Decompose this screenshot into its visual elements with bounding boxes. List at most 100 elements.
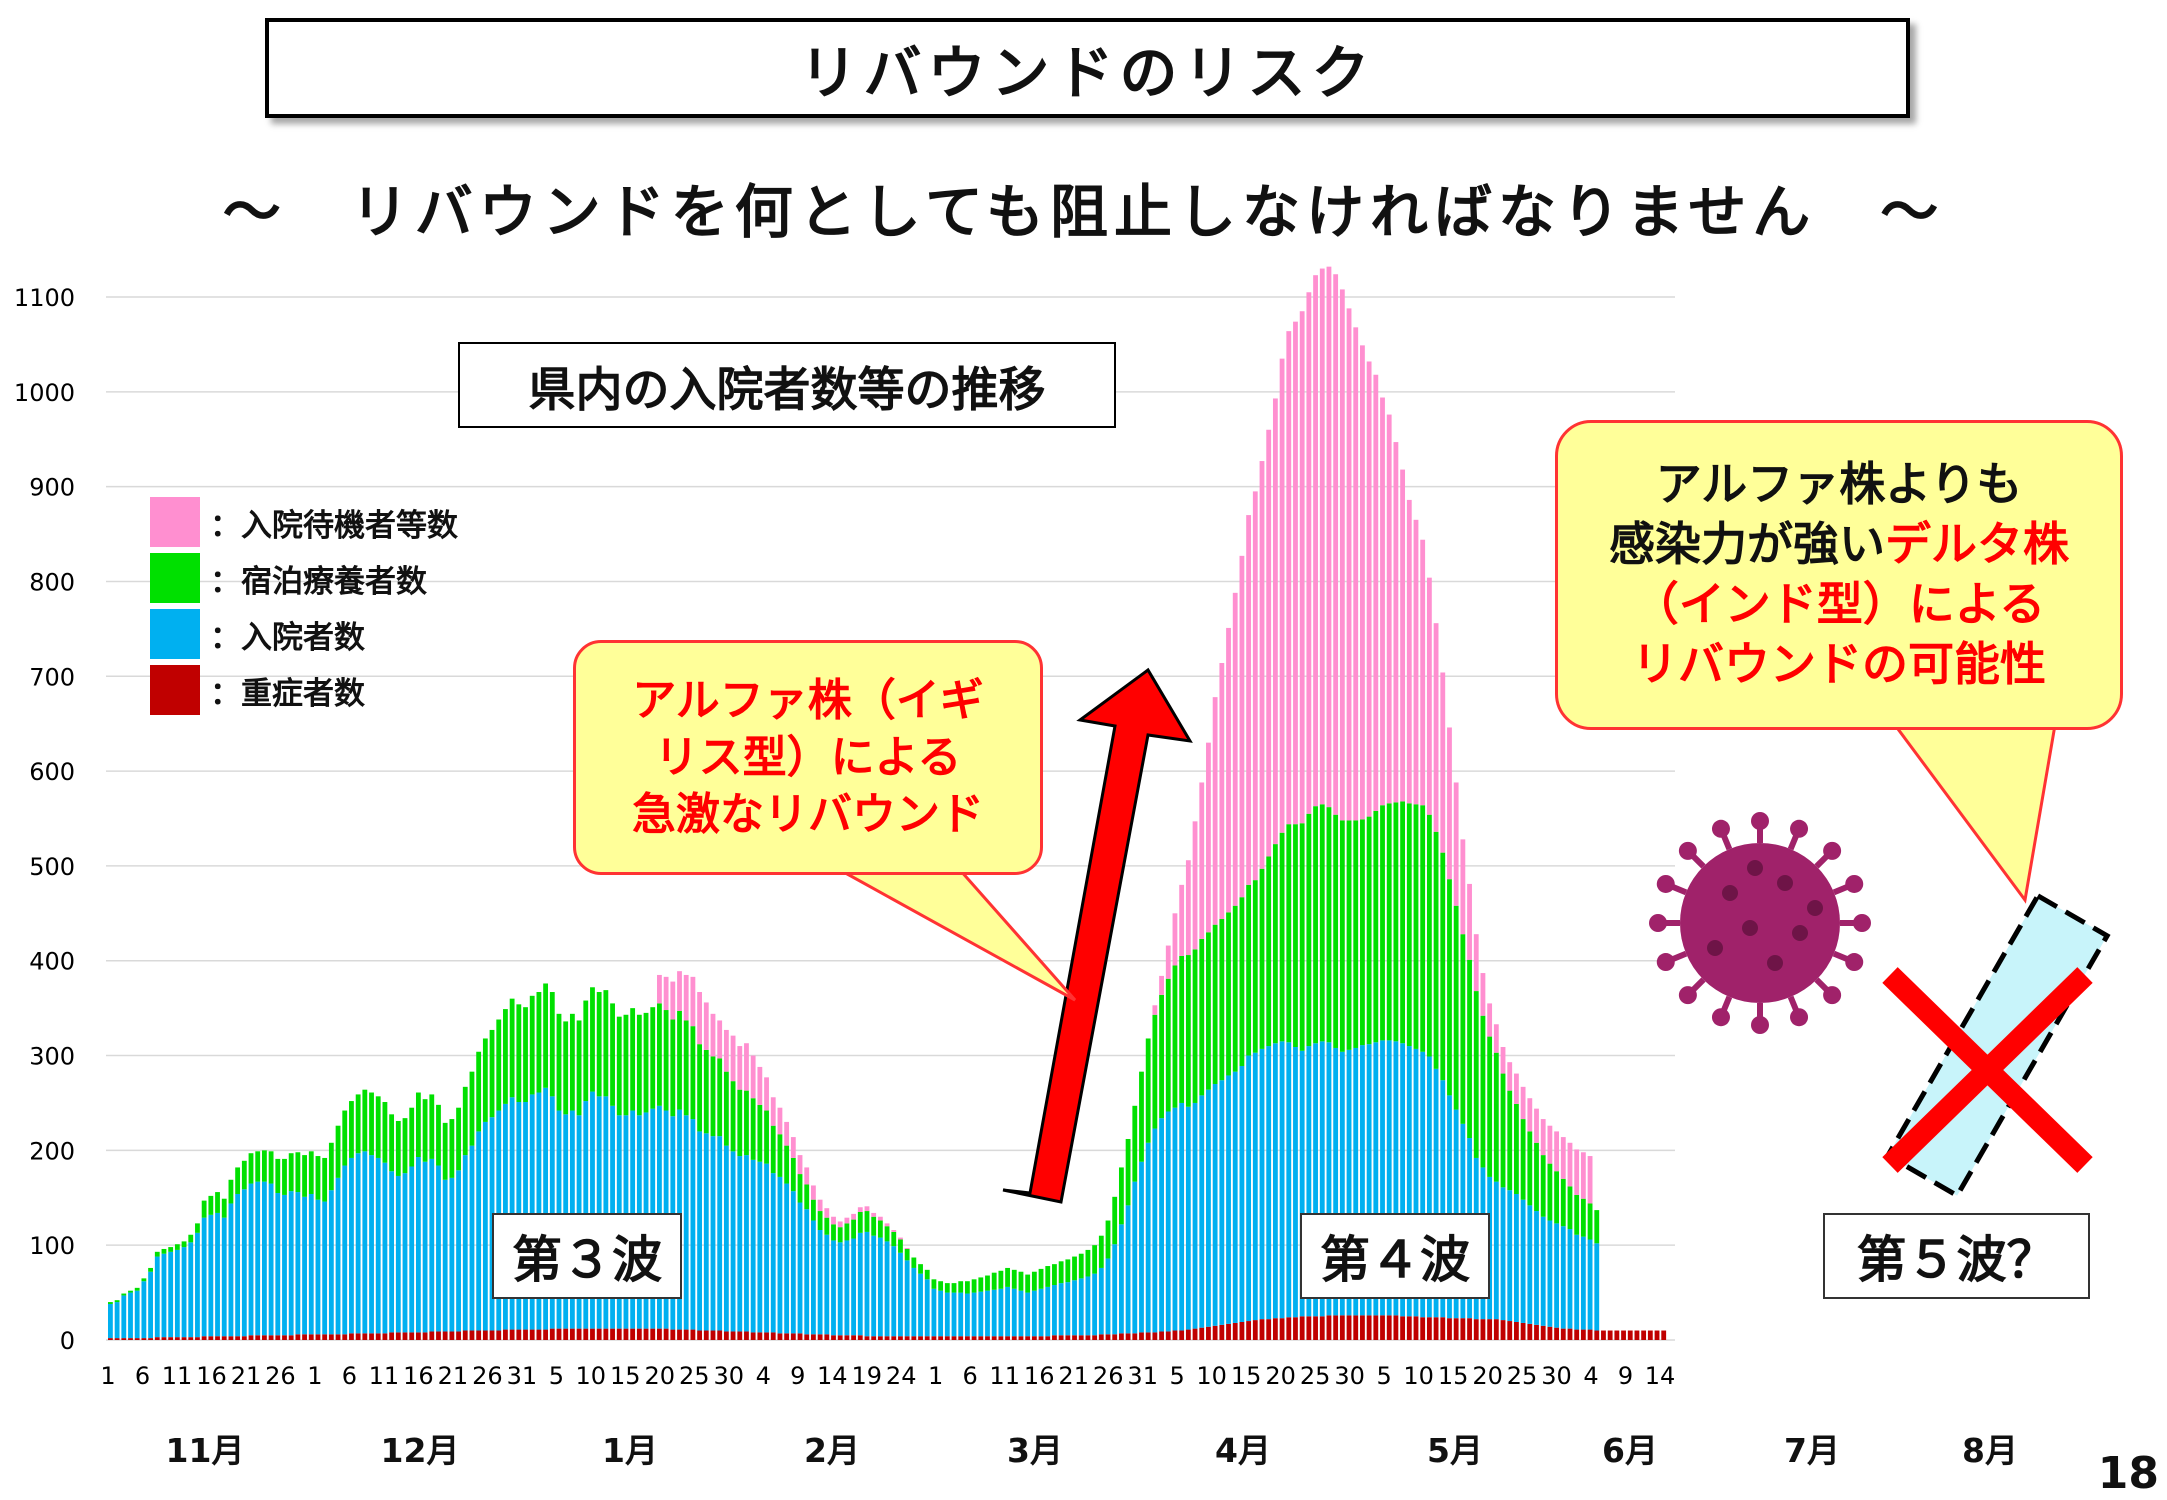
bar-segment <box>1420 539 1426 806</box>
callout-delta-line2-black: 感染力が強い <box>1609 517 1885 572</box>
bar-segment <box>1507 1321 1513 1340</box>
bar-segment <box>1025 1274 1031 1293</box>
bar-segment <box>1159 1118 1164 1332</box>
bar-segment <box>1232 592 1238 906</box>
bar-segment <box>255 1151 261 1182</box>
bar-segment <box>282 1158 287 1195</box>
legend-item-hospitalized: ：入院者数 <box>150 609 365 659</box>
bar-segment <box>790 1191 796 1334</box>
bar-segment <box>851 1219 856 1239</box>
bar-segment <box>1473 991 1479 1158</box>
bar-segment <box>469 1145 475 1331</box>
bar-segment <box>871 1216 877 1236</box>
bar-segment <box>891 1246 897 1337</box>
bar-segment <box>610 1003 615 1106</box>
virus-spike-tip <box>1711 1008 1730 1027</box>
bar-segment <box>449 1177 455 1332</box>
bar-segment <box>1540 1325 1546 1340</box>
bar-segment <box>1353 1315 1359 1340</box>
x-tick-label: 30 <box>714 1362 745 1390</box>
bar-segment <box>536 992 542 1093</box>
bar-segment <box>636 1328 642 1340</box>
bar-segment <box>610 1328 615 1340</box>
bar-segment <box>1587 1329 1593 1340</box>
bar-segment <box>1433 1068 1439 1318</box>
bar-segment <box>255 1181 261 1336</box>
virus-spike-tip <box>1751 812 1769 830</box>
legend-swatch-hospitalized <box>150 609 200 659</box>
bar-segment <box>1279 358 1285 833</box>
bar-segment <box>275 1158 281 1194</box>
bar-segment <box>1560 1137 1566 1179</box>
bar-segment <box>1212 697 1218 925</box>
bar-segment <box>335 1177 341 1335</box>
bar-segment <box>1514 1321 1519 1340</box>
bar-segment <box>275 1335 281 1340</box>
bar-segment <box>703 1330 709 1340</box>
bar-segment <box>965 1293 970 1337</box>
bar-segment <box>1567 1186 1573 1230</box>
bar-segment <box>1299 1050 1305 1317</box>
bar-segment <box>1259 1319 1265 1340</box>
bar-segment <box>563 1021 569 1115</box>
bar-segment <box>1400 1043 1406 1317</box>
bar-segment <box>1065 1282 1071 1336</box>
bar-segment <box>877 1220 883 1238</box>
y-tick-label: 800 <box>29 568 75 596</box>
bar-segment <box>764 1332 769 1340</box>
bar-segment <box>690 1119 696 1330</box>
bar-segment <box>1226 1323 1231 1340</box>
bar-segment <box>811 1220 816 1335</box>
bar-segment <box>1326 1042 1332 1316</box>
bar-segment <box>456 1170 461 1332</box>
bar-segment <box>469 1330 475 1340</box>
bar-segment <box>1353 1047 1359 1316</box>
bar-segment <box>1366 361 1372 817</box>
bar-segment <box>1018 1336 1024 1340</box>
bar-segment <box>1279 832 1285 1042</box>
virus-spike-tip <box>1678 986 1697 1005</box>
bar-segment <box>1440 1080 1446 1318</box>
bar-segment <box>154 1337 160 1340</box>
bar-segment <box>690 1329 696 1340</box>
bar-segment <box>1306 1316 1312 1340</box>
bar-segment <box>817 1334 823 1340</box>
bar-segment <box>703 1049 709 1134</box>
bar-segment <box>844 1223 850 1241</box>
bar-segment <box>717 1020 723 1059</box>
bar-segment <box>1165 1331 1171 1340</box>
bar-segment <box>1480 1319 1486 1340</box>
bar-segment <box>904 1248 910 1249</box>
bar-segment <box>871 1235 877 1337</box>
bar-segment <box>1259 868 1265 1049</box>
bar-segment <box>1045 1336 1051 1340</box>
bar-segment <box>931 1288 937 1337</box>
bar-segment <box>482 1121 488 1331</box>
callout-alpha-line3: 急激なリバウンド <box>632 789 984 841</box>
virus-spike-tip <box>1649 914 1667 932</box>
bar-segment <box>1172 965 1178 1108</box>
bar-segment <box>784 1145 790 1184</box>
bar-segment <box>1078 1335 1084 1340</box>
bar-segment <box>623 1014 629 1116</box>
bar-segment <box>643 1012 649 1113</box>
bar-segment <box>1493 1024 1499 1053</box>
legend-label-waiting: ：入院待機者等数 <box>210 507 458 544</box>
bar-segment <box>1005 1286 1010 1337</box>
bar-segment <box>590 987 595 1092</box>
bar-segment <box>422 1161 428 1333</box>
bar-segment <box>1239 897 1245 1066</box>
bar-segment <box>1045 1286 1051 1337</box>
bar-segment <box>697 992 702 1045</box>
bar-segment <box>797 1155 803 1175</box>
bar-segment <box>315 1199 321 1335</box>
bar-segment <box>201 1336 207 1340</box>
wave4-label: 第４波 <box>1300 1213 1490 1299</box>
bar-segment <box>1011 1269 1017 1289</box>
bar-segment <box>596 1096 602 1329</box>
x-tick-label: 15 <box>1231 1362 1262 1390</box>
bar-segment <box>121 1295 127 1339</box>
bar-segment <box>1206 932 1211 1090</box>
bar-segment <box>1313 1043 1318 1317</box>
bar-segment <box>683 1329 689 1340</box>
